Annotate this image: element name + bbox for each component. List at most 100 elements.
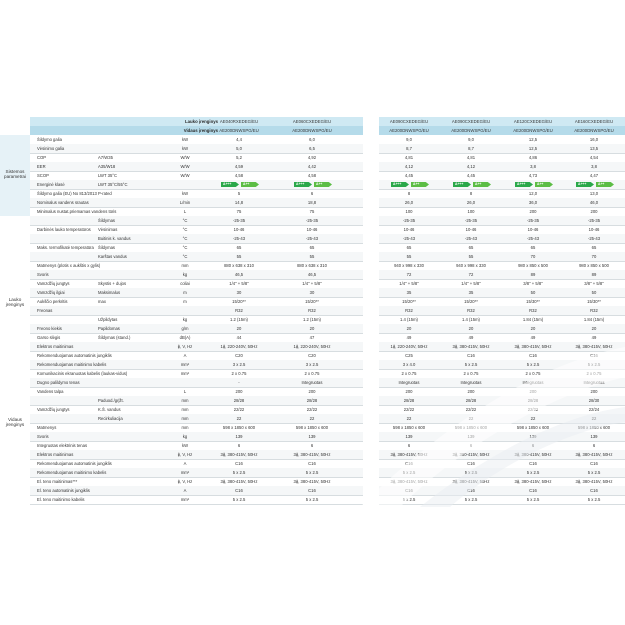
value-cell: 1/4" + 5/8" (229, 281, 249, 286)
value-cell: 100 (467, 209, 475, 214)
value-cell: 139 (405, 434, 413, 439)
row-label: Vandens talpa (37, 389, 64, 394)
row-label: Garso slėgis (37, 335, 61, 340)
value-cell: 200 (235, 389, 243, 394)
row-unit: m (183, 290, 187, 295)
value-cell: 1.2 (15m) (230, 317, 248, 322)
outdoor-model-4: AE090CXEDEG/EU (451, 119, 491, 124)
value-cell: 1.84 (15m) (583, 317, 605, 322)
energy-badge-a3plus: A+++ (391, 182, 409, 187)
value-cell: 3ϕ, 380-415V, 50Hz (220, 479, 258, 484)
value-cell: 4,4 (236, 137, 242, 142)
value-cell: 5 x 2.5 (232, 497, 246, 502)
value-cell: 5 x 2.5 (305, 470, 319, 475)
value-cell: 20 (406, 326, 412, 331)
value-cell: 1/4" + 5/8" (399, 281, 419, 286)
row-unit: kg (182, 434, 188, 439)
row-unit: kW (181, 137, 189, 142)
value-cell: 1ϕ, 220-240V, 50Hz (293, 344, 331, 349)
value-cell: R32 (235, 308, 243, 313)
value-cell: 3ϕ, 380-415V, 50Hz (514, 452, 552, 457)
row-label: Šildymo galia (EU) No 813/2013 (37, 191, 97, 196)
value-cell: 5 x 2.5 (587, 362, 601, 367)
energy-class-badges: A+++ A++ (453, 182, 491, 188)
row-unit: mm² (180, 497, 190, 502)
value-cell: -25-35 (232, 218, 246, 223)
value-cell: 5 x 2.5 (305, 497, 319, 502)
row-sublabel: Šildymas (98, 218, 115, 223)
value-cell: 1.2 (15m) (303, 317, 321, 322)
value-cell: 6,5 (309, 146, 315, 151)
value-cell: 8,7 (468, 146, 474, 151)
value-cell: C16 (467, 488, 475, 493)
value-cell: 598 x 1850 x 600 (577, 425, 611, 430)
energy-badge-a2plus: A++ (411, 182, 429, 187)
value-cell: -25-35 (526, 218, 540, 223)
value-cell: 3/8" + 5/8" (523, 281, 543, 286)
value-cell: 200 (405, 389, 413, 394)
value-cell: 200 (529, 209, 537, 214)
row-label: Matmenys (plotis x aukštis x gylis) (37, 263, 101, 268)
outdoor-unit-header: Lauko įrenginys (185, 119, 218, 124)
row-label: Vėsinimo galia (37, 146, 65, 151)
value-cell: C16 (405, 488, 413, 493)
value-cell: -25-43 (232, 236, 246, 241)
row-label: El. teno maitinimas*** (37, 479, 78, 484)
value-cell: 5 x 2.5 (464, 362, 478, 367)
value-cell: 8 (407, 191, 411, 196)
value-cell: -25-43 (526, 236, 540, 241)
value-cell: 4,42 (307, 164, 317, 169)
value-cell: 16,0 (589, 137, 599, 142)
value-cell: 22 (468, 416, 474, 421)
value-cell: 4,92 (307, 155, 317, 160)
value-cell: C16 (405, 461, 413, 466)
row-sublabel: Užpildytas (98, 317, 118, 322)
value-cell: 139 (590, 434, 598, 439)
row-sublabel: Papildomas (98, 326, 120, 331)
row-unit: °C (182, 254, 188, 259)
value-cell: 598 x 1850 x 600 (222, 425, 256, 430)
value-cell: 3 x 2.5 (305, 362, 319, 367)
value-cell: 980 x 850 x 500 (518, 263, 548, 268)
value-cell: 880 x 638 x 310 (297, 263, 327, 268)
row-label: El. teno automatinis jungiklis (37, 488, 90, 493)
value-cell: R32 (467, 308, 475, 313)
value-cell: 139 (235, 434, 243, 439)
section-outdoor-label: Lauko įrenginys (5, 297, 25, 308)
value-cell: 46,5 (307, 272, 317, 277)
row-sublabel: Buitinis k. vandus (98, 236, 131, 241)
table-row (30, 252, 625, 262)
value-cell: 44 (236, 335, 242, 340)
value-cell: 8 (469, 191, 473, 196)
value-cell: 65 (309, 245, 315, 250)
value-cell: 3,8 (591, 164, 597, 169)
value-cell: C16 (590, 353, 598, 358)
value-cell: 22/24 (588, 407, 600, 412)
value-cell: 3ϕ, 380-415V, 50Hz (390, 452, 428, 457)
value-cell: 3 x 4.0 (402, 362, 416, 367)
table-row (30, 360, 625, 370)
value-cell: 22/22 (233, 407, 245, 412)
value-cell: 1ϕ, 220-240V, 50Hz (220, 344, 258, 349)
row-unit: mm (181, 398, 189, 403)
value-cell: R32 (405, 308, 413, 313)
value-cell: 5 x 2.5 (464, 497, 478, 502)
value-cell: C16 (529, 353, 537, 358)
value-cell: 4,81 (404, 155, 414, 160)
indoor-model-5: AE200DNWSPG/EU (513, 128, 553, 133)
value-cell: C16 (590, 488, 598, 493)
value-cell: 4,12 (404, 164, 414, 169)
row-unit: °C (182, 218, 188, 223)
value-cell: 4,47 (589, 173, 599, 178)
row-label: Freonas (37, 308, 53, 313)
value-cell: 55 (406, 254, 412, 259)
value-cell: 5 x 2.5 (402, 497, 416, 502)
value-cell: 20 (591, 326, 597, 331)
value-cell: 2 x 0.75 (525, 371, 541, 376)
value-cell: 4,58 (307, 173, 317, 178)
row-unit: kW (181, 146, 189, 151)
value-cell: 3ϕ, 380-415V, 50Hz (575, 452, 613, 457)
section-system-bg (0, 135, 30, 216)
value-cell: 55 (309, 254, 315, 259)
row-label: Rekomenduojamas automatinis jungiklis (37, 461, 112, 466)
